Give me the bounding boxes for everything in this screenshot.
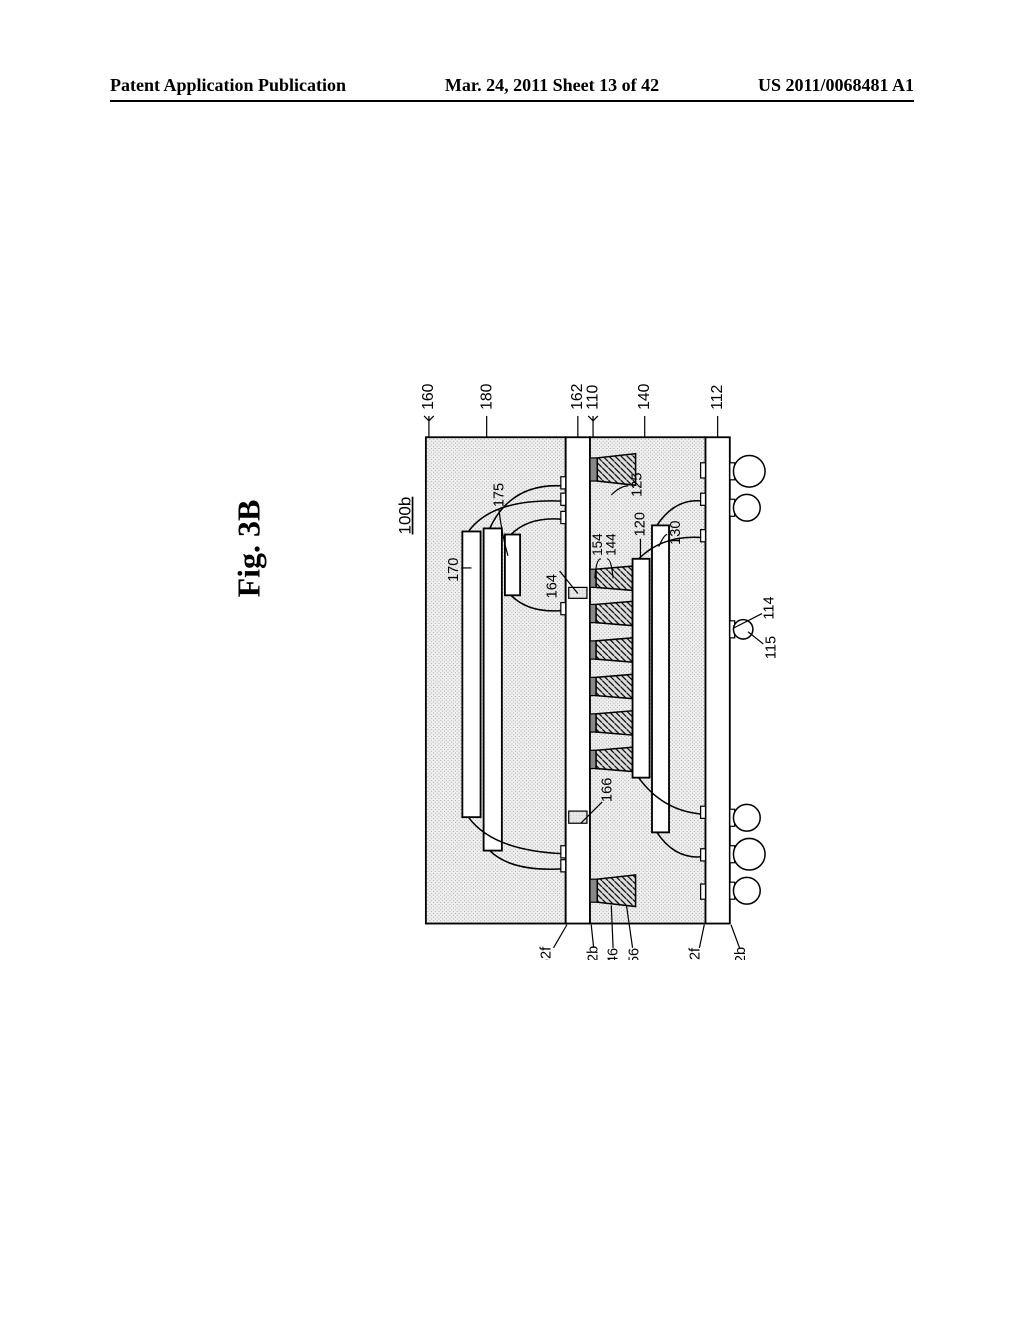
label-112: 112	[709, 385, 726, 410]
label-146: 146	[605, 948, 621, 960]
label-114: 114	[762, 596, 778, 619]
label-100b: 100b	[396, 497, 415, 535]
label-112b: 112b	[733, 947, 749, 960]
upper-chip-1	[462, 531, 480, 817]
header-left: Patent Application Publication	[110, 75, 346, 96]
cross-section-diagram: 160 180 162 110 140 112 175 170 125 120 …	[80, 340, 1024, 960]
label-170: 170	[446, 558, 462, 582]
label-166: 166	[599, 778, 615, 802]
header-right: US 2011/0068481 A1	[758, 75, 914, 96]
upper-chip-2	[484, 528, 502, 850]
label-162b: 162b	[585, 946, 601, 960]
label-125: 125	[630, 472, 646, 496]
header-rule	[110, 100, 914, 102]
page-header: Patent Application Publication Mar. 24, …	[0, 75, 1024, 96]
label-140: 140	[636, 383, 653, 410]
label-160: 160	[420, 383, 437, 410]
label-154: 154	[590, 533, 605, 556]
label-144: 144	[604, 533, 619, 556]
label-110: 110	[584, 385, 601, 410]
label-162f: 162f	[538, 946, 554, 960]
label-120: 120	[633, 512, 649, 536]
label-156: 156	[627, 948, 643, 960]
label-164: 164	[545, 574, 561, 598]
header-center: Mar. 24, 2011 Sheet 13 of 42	[445, 75, 659, 96]
lower-chip-1	[633, 559, 650, 778]
upper-chip-3	[505, 535, 520, 596]
label-115: 115	[763, 636, 779, 659]
lower-substrate	[705, 437, 729, 923]
upper-substrate	[566, 437, 590, 923]
label-162: 162	[569, 384, 586, 410]
label-180: 180	[479, 383, 496, 410]
label-112f: 112f	[687, 947, 703, 960]
label-130: 130	[668, 521, 684, 545]
diagram-container: 160 180 162 110 140 112 175 170 125 120 …	[80, 340, 1024, 960]
label-175: 175	[492, 483, 508, 507]
lower-chip-2	[652, 525, 669, 832]
